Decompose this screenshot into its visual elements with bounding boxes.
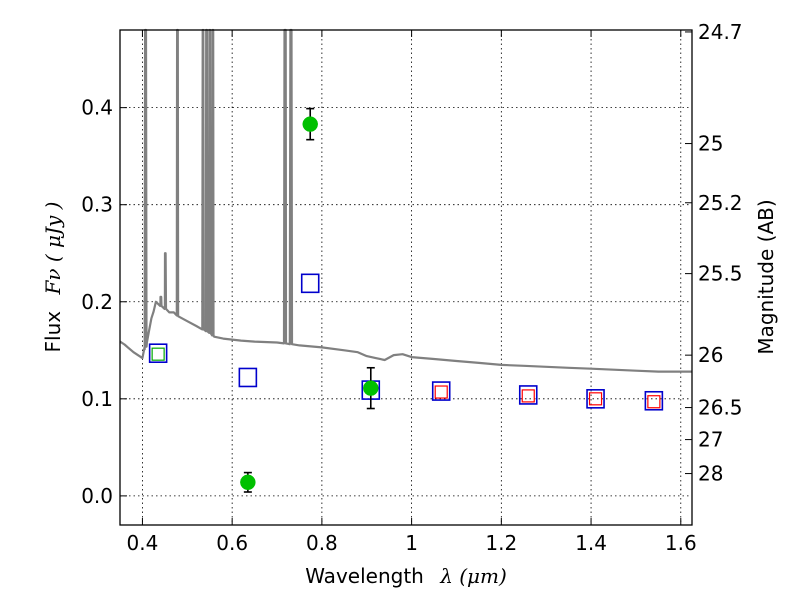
model-flux-square-blue [518, 385, 538, 405]
observed-flux-point [363, 380, 379, 396]
y2-axis-label: Magnitude (AB) [754, 199, 778, 354]
x-tick-label: 1.6 [665, 531, 697, 555]
mag-tick-label: 28 [698, 462, 723, 486]
observed-flux-point [302, 116, 318, 132]
model-flux-square-blue [300, 273, 320, 294]
x-tick-label: 0.8 [306, 531, 338, 555]
mag-tick-label: 27 [698, 428, 723, 452]
x-tick-label: 1.4 [575, 531, 607, 555]
mag-tick-label: 26.5 [698, 396, 743, 420]
observed-flux-point [240, 474, 256, 491]
x-tick-label: 0.4 [127, 531, 159, 555]
template-spectrum [119, 28, 692, 373]
x-tick-label: 1.2 [485, 531, 517, 555]
x-axis-label: Wavelength λ (μm) [305, 564, 507, 588]
model-flux-square-red [647, 395, 661, 409]
y-tick-label: 0.1 [81, 387, 113, 411]
model-flux-square-blue [431, 381, 451, 401]
data-markers [148, 107, 664, 493]
spectrum-line [119, 28, 692, 373]
mag-tick-label: 26 [698, 343, 723, 367]
model-flux-square-blue [238, 367, 258, 388]
x-tick-label: 0.6 [216, 531, 248, 555]
model-flux-square-blue [586, 389, 605, 409]
model-flux-square-blue [148, 343, 168, 364]
y-tick-label: 0.0 [81, 484, 113, 508]
model-flux-square-green [151, 347, 165, 361]
y-tick-label: 0.4 [81, 96, 113, 120]
y-axis-label: Flux Fν ( μJy ) [41, 202, 65, 353]
x-tick-label: 1 [405, 531, 418, 555]
grid [120, 30, 692, 525]
model-flux-square-blue [644, 390, 664, 411]
mag-tick-label: 24.7 [698, 20, 743, 44]
mag-tick-label: 25.5 [698, 262, 743, 286]
model-flux-square-red [434, 385, 448, 399]
mag-tick-label: 25 [698, 132, 723, 156]
model-flux-square-red [521, 389, 535, 403]
axis-ticks: 0.4 0.6 0.8 1 1.2 1.4 1.6 0.0 0.1 0.2 0.3 0.4 24.7 25… [81, 20, 742, 555]
mag-tick-label: 25.2 [698, 191, 743, 215]
y-tick-label: 0.3 [81, 193, 113, 217]
plot-frame [119, 29, 693, 526]
y-tick-label: 0.2 [81, 290, 113, 314]
model-flux-square-red [588, 392, 603, 406]
